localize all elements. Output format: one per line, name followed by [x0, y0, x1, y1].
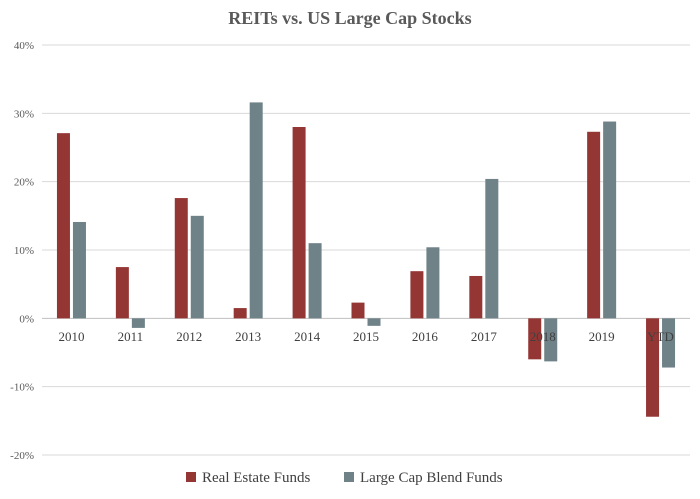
y-tick-label: 40%: [14, 40, 34, 52]
legend-swatch: [186, 472, 196, 482]
bar: [233, 308, 247, 319]
bar: [56, 133, 70, 319]
x-tick-label: 2016: [412, 329, 439, 344]
y-tick-label: 30%: [14, 108, 34, 120]
x-tick-label: 2014: [294, 329, 321, 344]
chart-title: REITs vs. US Large Cap Stocks: [228, 8, 471, 28]
legend: Real Estate Funds Large Cap Blend Funds: [186, 470, 503, 486]
bar: [190, 215, 204, 319]
y-tick-label: 0%: [19, 313, 34, 325]
x-tick-label: 2013: [235, 329, 261, 344]
bar: [544, 318, 558, 362]
x-tick-label: 2017: [471, 329, 498, 344]
legend-swatch: [344, 472, 354, 482]
bar: [587, 131, 601, 319]
bar: [646, 318, 660, 417]
legend-label: Large Cap Blend Funds: [360, 470, 503, 486]
bar: [662, 318, 676, 368]
bar: [308, 243, 322, 319]
x-axis-ticks: 2010 2011 2012 2013 2014 2015 2016 2017 2018 2019…: [58, 329, 673, 344]
y-tick-label: -20%: [10, 450, 34, 462]
bar: [292, 127, 306, 319]
legend-label: Real Estate Funds: [202, 470, 310, 486]
bar: [410, 271, 424, 319]
bar: [485, 178, 499, 319]
y-tick-label: 10%: [14, 245, 34, 257]
bar: [469, 275, 483, 319]
x-tick-label: 2012: [176, 329, 202, 344]
bar: [131, 318, 145, 328]
bar: [367, 318, 381, 326]
gridlines: [42, 44, 690, 456]
bar: [426, 247, 440, 319]
x-tick-label: YTD: [647, 329, 674, 344]
y-tick-label: -10%: [10, 382, 34, 394]
bar: [603, 121, 617, 319]
bar: [115, 267, 129, 319]
bar: [72, 221, 86, 319]
bar: [528, 318, 542, 360]
bar: [249, 102, 263, 319]
bars: [56, 102, 676, 417]
x-tick-label: 2015: [353, 329, 379, 344]
bar: [174, 198, 188, 319]
bar: [351, 302, 365, 319]
x-tick-label: 2011: [118, 329, 144, 344]
x-tick-label: 2019: [589, 329, 615, 344]
x-tick-label: 2010: [58, 329, 84, 344]
x-tick-label: 2018: [530, 329, 556, 344]
y-axis-ticks: -20% -10% 0% 10% 20% 30% 40%: [10, 40, 34, 462]
y-tick-label: 20%: [14, 177, 34, 189]
